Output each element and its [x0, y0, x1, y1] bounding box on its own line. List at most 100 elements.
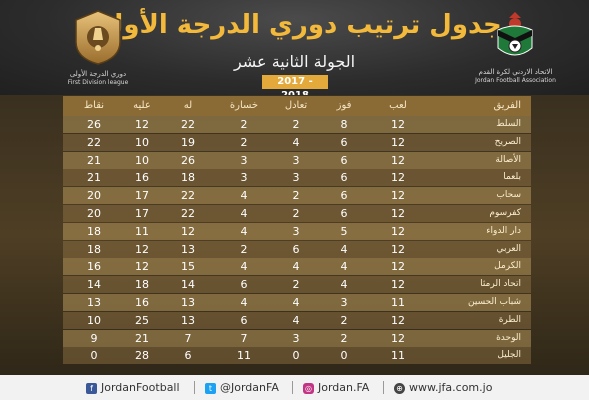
cell-lost: 4 [240, 207, 248, 220]
twitter-icon: t [205, 382, 216, 394]
cell-for: 22 [181, 118, 195, 131]
instagram-icon: ◎ [303, 382, 314, 394]
instagram-link[interactable]: ◎ Jordan.FA [303, 375, 369, 400]
website-url: www.jfa.com.jo [409, 381, 493, 394]
cell-won: 6 [340, 135, 348, 149]
facebook-icon: f [86, 382, 97, 394]
season-badge: 2017 - 2018 [262, 75, 328, 101]
cell-for: 14 [181, 278, 195, 292]
cell-team: الأصالة [495, 154, 521, 165]
cell-played: 12 [391, 135, 405, 149]
cell-drawn: 4 [292, 313, 300, 327]
cell-points: 21 [87, 171, 101, 185]
cell-against: 12 [135, 118, 149, 131]
first-division-logo: دوري الدرجة الأولى First Division league [48, 8, 148, 87]
table-header: نقاط عليه له خسارة تعادل فوز لعب الفريق [63, 96, 531, 116]
header-drawn: تعادل [284, 100, 308, 111]
cell-points: 18 [87, 242, 101, 256]
cell-for: 12 [181, 224, 195, 238]
website-link[interactable]: ⊕ www.jfa.com.jo [394, 375, 492, 400]
table-row: 16 12 15 4 4 4 12 الكرمل [63, 258, 531, 276]
cell-points: 9 [90, 331, 98, 345]
cell-for: 22 [181, 207, 195, 220]
footer-divider [194, 381, 195, 394]
cell-team: الوحدة [496, 332, 521, 343]
cell-won: 3 [340, 296, 348, 309]
cell-team: سحاب [496, 190, 521, 201]
cell-points: 13 [87, 296, 101, 309]
header-for: له [183, 100, 193, 111]
twitter-link[interactable]: t @JordanFA [205, 375, 279, 400]
facebook-link[interactable]: f JordanFootball [86, 375, 180, 400]
cell-played: 12 [391, 260, 405, 274]
header-against: عليه [133, 100, 151, 111]
cell-points: 16 [87, 260, 101, 274]
jfa-name-en: Jordan Football Association [475, 77, 556, 84]
table-row: 18 11 12 4 3 5 12 دار الدواء [63, 222, 531, 240]
cell-lost: 2 [240, 135, 248, 149]
cell-drawn: 2 [292, 118, 300, 131]
cell-won: 6 [340, 189, 348, 203]
header: جدول ترتيب دوري الدرجة الأولى الجولة الث… [0, 0, 589, 101]
cell-against: 11 [135, 224, 149, 238]
cell-lost: 2 [240, 242, 248, 256]
table-row: 18 12 13 2 6 4 12 العربي [63, 240, 531, 258]
cell-drawn: 2 [292, 189, 300, 203]
table-row: 20 17 22 4 2 6 12 سحاب [63, 187, 531, 205]
cell-for: 15 [181, 260, 195, 274]
cell-points: 22 [87, 135, 101, 149]
cell-won: 4 [340, 278, 348, 292]
cell-played: 11 [391, 296, 405, 309]
cell-points: 20 [87, 189, 101, 203]
cell-played: 12 [391, 189, 405, 203]
table-body: 26 12 22 2 2 8 12 السلط 22 10 19 2 4 6 12 الصريح 21 10 26 3… [63, 116, 531, 366]
header-points: نقاط [83, 100, 105, 111]
cell-team: السلط [496, 119, 521, 129]
cell-points: 26 [87, 118, 101, 131]
cell-won: 4 [340, 260, 348, 274]
cell-points: 10 [87, 313, 101, 327]
cell-drawn: 3 [292, 331, 300, 345]
cell-drawn: 4 [292, 296, 300, 309]
cell-team: الصريح [494, 136, 521, 147]
cell-won: 6 [340, 153, 348, 167]
jfa-logo: الاتحاد الاردني لكرة القدم Jordan Footba… [448, 8, 583, 85]
cell-for: 13 [181, 313, 195, 327]
cell-lost: 7 [240, 331, 248, 345]
cell-against: 12 [135, 260, 149, 274]
cell-against: 25 [135, 313, 149, 327]
cell-against: 28 [135, 349, 149, 363]
cell-points: 14 [87, 278, 101, 292]
round-title: الجولة الثانية عشر [233, 52, 356, 71]
facebook-handle: JordanFootball [101, 381, 180, 394]
twitter-handle: @JordanFA [220, 381, 279, 394]
cell-team: كفرسوم [489, 208, 521, 218]
cell-played: 12 [391, 313, 405, 327]
cell-lost: 6 [240, 278, 248, 292]
cell-lost: 3 [240, 153, 248, 167]
jfa-name-ar: الاتحاد الاردني لكرة القدم [478, 68, 553, 76]
cell-for: 26 [181, 153, 195, 167]
cell-lost: 3 [240, 171, 248, 185]
cell-played: 11 [391, 349, 405, 363]
header-lost: خسارة [229, 100, 259, 111]
cell-played: 12 [391, 171, 405, 185]
table-row: 9 21 7 7 3 2 12 الوحدة [63, 329, 531, 347]
table-row: 22 10 19 2 4 6 12 الصريح [63, 133, 531, 151]
cell-team: العربي [496, 243, 521, 254]
cell-team: شباب الحسين [468, 297, 521, 307]
header-played: لعب [389, 100, 407, 111]
cell-drawn: 4 [292, 135, 300, 149]
footer: f JordanFootball t @JordanFA ◎ Jordan.FA ⊕ w… [0, 375, 589, 400]
cell-points: 18 [87, 224, 101, 238]
footer-divider [383, 381, 384, 394]
cell-against: 16 [135, 171, 149, 185]
league-shield-icon [75, 10, 121, 65]
cell-team: دار الدواء [486, 225, 521, 236]
table-row: 0 28 6 11 0 0 11 الجليل [63, 347, 531, 365]
cell-played: 12 [391, 153, 405, 167]
cell-against: 12 [135, 242, 149, 256]
cell-drawn: 6 [292, 242, 300, 256]
instagram-handle: Jordan.FA [318, 381, 370, 394]
cell-against: 18 [135, 278, 149, 292]
